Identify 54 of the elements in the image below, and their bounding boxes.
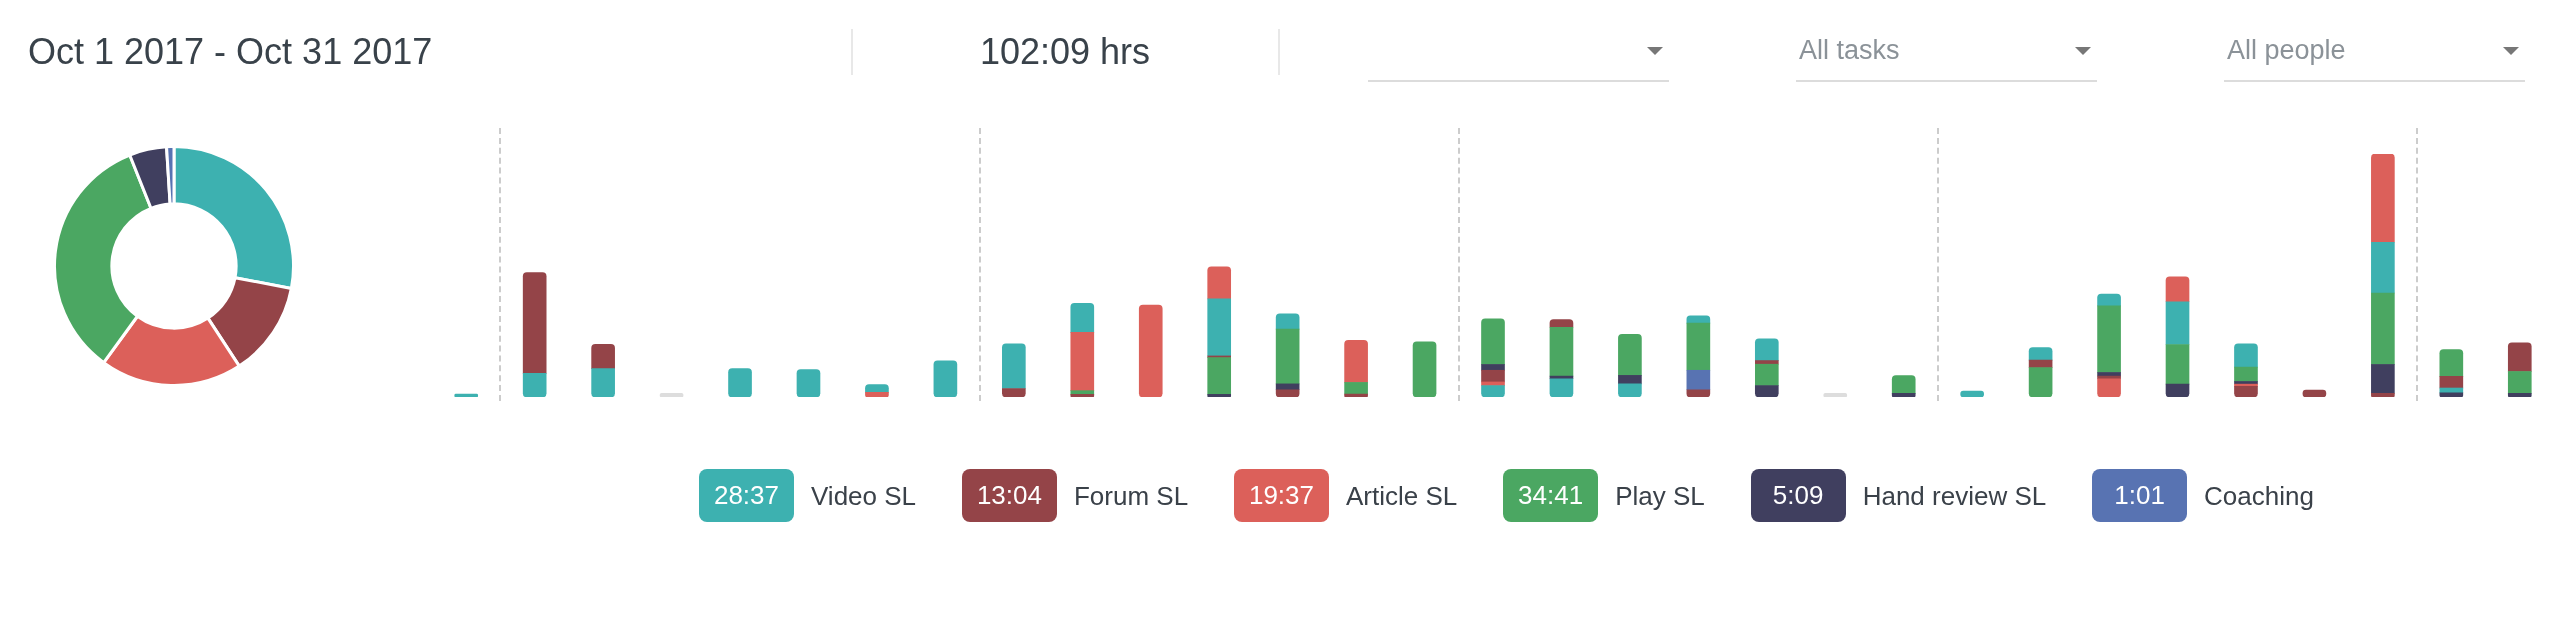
chart-title: 102:09 hrs	[978, 31, 1152, 73]
bar	[728, 368, 752, 397]
legend-label: Coaching	[2204, 479, 2314, 512]
bar	[2507, 371, 2532, 394]
bar	[1070, 303, 1095, 333]
legend-label: Play SL	[1615, 479, 1705, 512]
bar	[1344, 382, 1368, 395]
bar	[1070, 390, 1095, 395]
bar	[1207, 298, 1232, 357]
bar	[1823, 393, 1848, 397]
legend-label: Video SL	[811, 479, 917, 512]
bar	[2507, 342, 2532, 372]
bar	[1207, 266, 1232, 300]
legend-label: Hand review SL	[1862, 479, 2047, 512]
bar	[2507, 393, 2532, 397]
dropdown: All people	[2224, 26, 2525, 82]
bar	[1481, 364, 1505, 371]
legend-label: Forum SL	[1073, 479, 1189, 512]
bar	[1207, 357, 1232, 395]
data-label: 28:37	[699, 469, 794, 522]
bar	[591, 368, 615, 397]
legend-label: Article SL	[1346, 479, 1458, 512]
bar	[1754, 363, 1779, 386]
bar	[796, 369, 821, 397]
bar	[522, 373, 547, 397]
data-label: 1:01	[2092, 469, 2188, 522]
bar	[2165, 344, 2190, 385]
data-label: 19:37	[1234, 469, 1329, 522]
bar	[1686, 369, 1711, 391]
bar	[1891, 375, 1916, 394]
bar	[1754, 360, 1779, 365]
bar	[1207, 394, 1232, 397]
data-label: 34:41	[1503, 469, 1599, 522]
bar	[1618, 375, 1642, 385]
bar	[2165, 383, 2190, 397]
bar	[2371, 241, 2395, 294]
data-label: 13:04	[961, 469, 1057, 522]
bar	[1481, 369, 1505, 383]
dropdown: All tasks	[1796, 26, 2097, 82]
bar	[659, 393, 684, 397]
bar	[1618, 383, 1642, 397]
bar	[2371, 154, 2395, 243]
bar	[933, 360, 958, 397]
bar	[1891, 393, 1916, 397]
bar	[1275, 313, 1300, 330]
bar	[1549, 378, 1574, 397]
chart-title: Oct 1 2017 - Oct 31 2017	[28, 31, 433, 73]
bar	[1754, 385, 1779, 397]
bar	[2371, 364, 2395, 394]
bar	[1481, 385, 1505, 397]
bar	[2439, 376, 2464, 389]
bar	[1754, 338, 1779, 361]
data-label: 5:09	[1750, 469, 1846, 522]
bar	[2439, 392, 2464, 397]
